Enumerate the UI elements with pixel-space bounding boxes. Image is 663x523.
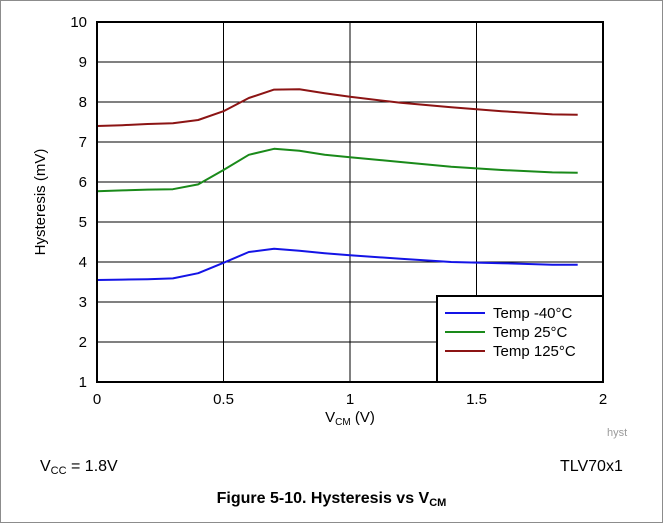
x-axis-label: VCM (V): [325, 409, 375, 428]
y-tick-label: 7: [79, 134, 87, 151]
tick-labels: 0 0.5 1 1.5 2 1 2 3 4 5 6 7 8 9 10: [70, 14, 607, 408]
x-tick-label: 1.5: [466, 391, 487, 408]
caption-main: Figure 5-10. Hysteresis vs V: [216, 490, 430, 507]
x-axis-label-sub: CM: [335, 417, 351, 428]
vcc-note: VCC = 1.8V: [40, 458, 118, 477]
y-tick-label: 3: [79, 294, 87, 311]
legend-label: Temp -40°C: [493, 305, 573, 322]
y-tick-label: 2: [79, 334, 87, 351]
x-axis-label-unit: (V): [351, 409, 375, 426]
legend-box: [436, 295, 604, 383]
y-tick-label: 6: [79, 174, 87, 191]
hyst-tag: hyst: [607, 427, 628, 439]
y-tick-label: 5: [79, 214, 87, 231]
x-tick-label: 2: [599, 391, 607, 408]
y-tick-label: 8: [79, 94, 87, 111]
x-tick-label: 1: [346, 391, 354, 408]
x-tick-label: 0: [93, 391, 101, 408]
series-line-2: [96, 88, 578, 127]
legend-label: Temp 125°C: [493, 343, 576, 360]
part-number: TLV70x1: [560, 458, 623, 475]
figure-caption: Figure 5-10. Hysteresis vs VCM: [0, 490, 663, 509]
vcc-main: V: [40, 458, 51, 475]
y-tick-label: 4: [79, 254, 87, 271]
series-line-1: [96, 147, 578, 193]
vcc-sub: CC: [50, 465, 67, 477]
x-tick-label: 0.5: [213, 391, 234, 408]
y-axis-label: Hysteresis (mV): [32, 149, 49, 256]
caption-sub: CM: [429, 497, 447, 509]
vcc-rest: = 1.8V: [66, 458, 118, 475]
series-line-0: [96, 247, 578, 281]
y-tick-label: 10: [70, 14, 87, 31]
legend: Temp -40°C Temp 25°C Temp 125°C: [436, 295, 604, 383]
series-lines: [96, 88, 578, 281]
y-tick-label: 9: [79, 54, 87, 71]
x-axis-label-main: V: [325, 409, 335, 426]
plot-area-border: [96, 21, 604, 383]
y-tick-label: 1: [79, 374, 87, 391]
legend-label: Temp 25°C: [493, 324, 568, 341]
